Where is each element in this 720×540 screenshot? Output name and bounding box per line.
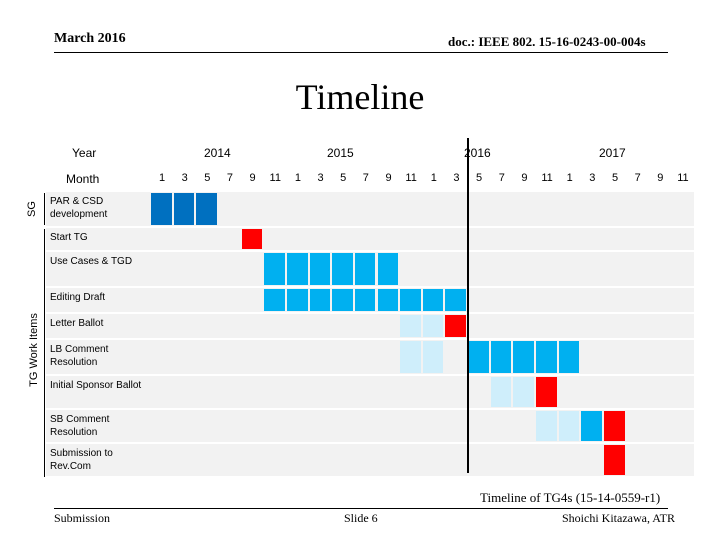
month-label: 1	[430, 172, 437, 184]
gantt-cell	[468, 341, 489, 373]
task-row	[46, 228, 694, 250]
month-label: 3	[589, 172, 596, 184]
gantt-cell	[264, 253, 285, 285]
task-label: PAR & CSD development	[50, 196, 108, 220]
task-label: Letter Ballot	[50, 318, 104, 329]
gantt-cell	[604, 445, 625, 475]
footer-left: Submission	[54, 511, 111, 525]
gantt-cell	[377, 253, 399, 285]
gantt-cell	[173, 193, 195, 225]
gantt-cell	[400, 341, 421, 373]
month-label: 7	[226, 172, 233, 184]
task-row	[46, 340, 694, 374]
sg-group-bar	[44, 193, 45, 225]
month-label: 1	[158, 172, 166, 184]
month-label: 5	[340, 172, 347, 184]
gantt-cell	[151, 193, 172, 225]
gantt-cell	[513, 377, 535, 407]
month-label: 9	[657, 172, 664, 184]
slide-title: Timeline	[295, 77, 425, 117]
gantt-cell	[558, 341, 580, 373]
gantt-cell	[354, 253, 376, 285]
year-label: 2015	[327, 146, 354, 160]
gantt-cell	[400, 289, 421, 311]
task-row	[46, 376, 694, 408]
task-label: Initial Sponsor Ballot	[50, 380, 142, 391]
header-divider	[54, 52, 668, 53]
gantt-cell	[309, 289, 331, 311]
gantt-cell	[286, 253, 308, 285]
month-label: 3	[181, 172, 188, 184]
task-label: LB Comment Resolution	[50, 344, 109, 368]
sg-group-label: SG	[26, 201, 38, 217]
year-label: 2016	[464, 146, 491, 160]
gantt-cell	[490, 377, 512, 407]
gantt-cell	[536, 377, 557, 407]
month-label: 9	[385, 172, 392, 184]
year-axis-label: Year	[72, 146, 97, 160]
gantt-cell	[513, 341, 535, 373]
gantt-cell	[581, 411, 602, 441]
month-label: 3	[317, 172, 324, 184]
month-axis-label: Month	[66, 172, 100, 186]
footer-author: Shoichi Kitazawa, ATR	[562, 511, 675, 525]
gantt-cell	[604, 411, 625, 441]
month-label: 5	[204, 172, 211, 184]
gantt-cell	[490, 341, 512, 373]
current-date-marker	[467, 138, 469, 473]
task-label: SB Comment Resolution	[50, 414, 110, 438]
month-label: 11	[541, 172, 553, 184]
task-row	[46, 314, 694, 338]
task-label: Editing Draft	[50, 292, 106, 303]
month-label: 3	[453, 172, 460, 184]
gantt-cell	[241, 229, 263, 249]
gantt-cell	[558, 411, 580, 441]
gantt-cell	[286, 289, 308, 311]
month-label: 11	[677, 172, 689, 184]
task-label: Submission to Rev.Com	[50, 448, 113, 472]
chart-caption: Timeline of TG4s (15-14-0559-r1)	[480, 490, 661, 505]
gantt-cell	[422, 341, 444, 373]
tg-group-bar	[44, 229, 45, 477]
month-label: 7	[362, 172, 369, 184]
gantt-cell	[400, 315, 421, 337]
tg-group-label: TG Work Items	[28, 313, 40, 387]
month-label: 11	[405, 172, 417, 184]
header-doc-id: doc.: IEEE 802. 15-16-0243-00-004s	[448, 34, 646, 49]
gantt-cell	[377, 289, 399, 311]
task-row	[46, 444, 694, 476]
gantt-cell	[422, 289, 444, 311]
gantt-cell	[309, 253, 331, 285]
gantt-cell	[332, 253, 353, 285]
year-label: 2014	[204, 146, 231, 160]
month-label: 5	[476, 172, 483, 184]
month-label: 11	[269, 172, 281, 184]
month-label: 7	[634, 172, 641, 184]
gantt-cell	[536, 341, 557, 373]
month-label: 5	[611, 172, 619, 184]
gantt-cell	[196, 193, 217, 225]
gantt-cell	[536, 411, 557, 441]
task-label: Start TG	[50, 232, 88, 243]
month-label: 9	[521, 172, 528, 184]
month-label: 1	[294, 172, 301, 184]
gantt-cell	[264, 289, 285, 311]
gantt-cell	[445, 315, 467, 337]
month-label: 7	[498, 172, 505, 184]
task-label: Use Cases & TGD	[50, 256, 133, 267]
footer-divider	[54, 508, 668, 509]
gantt-cell	[445, 289, 467, 311]
gantt-cell	[422, 315, 444, 337]
month-label: 9	[249, 172, 256, 184]
header-date: March 2016	[54, 31, 126, 46]
footer-slide-number: Slide 6	[344, 511, 378, 525]
year-label: 2017	[599, 146, 626, 160]
gantt-cell	[332, 289, 353, 311]
month-label: 1	[566, 172, 573, 184]
gantt-cell	[354, 289, 376, 311]
